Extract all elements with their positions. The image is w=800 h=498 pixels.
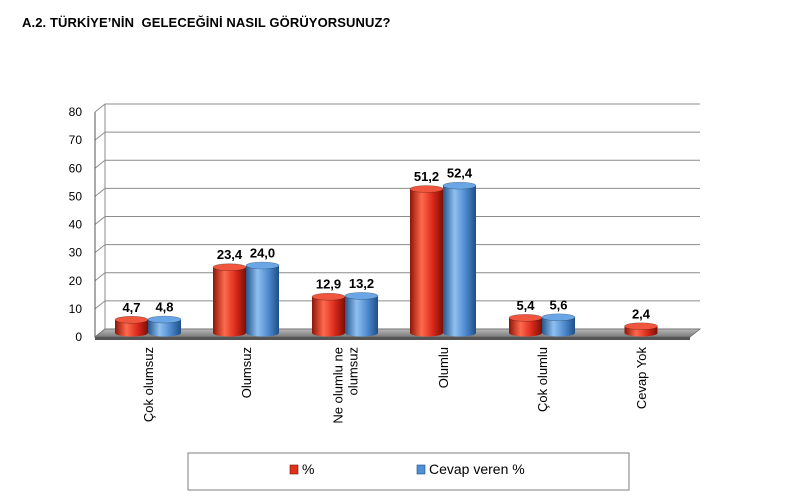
gridline-side	[94, 131, 106, 141]
bars-layer	[114, 181, 658, 337]
data-label-cevap: 52,4	[447, 166, 473, 181]
y-tick-label: 60	[69, 161, 83, 175]
bar-pct-top	[624, 322, 658, 331]
bar-pct	[508, 314, 543, 337]
bar-pct	[409, 185, 444, 337]
bar-cevap-base	[542, 329, 575, 337]
bar-pct-base	[312, 329, 345, 337]
bar-cevap-base	[443, 329, 476, 337]
category-label: Ne olumlu ne	[331, 347, 346, 424]
bar-pct	[114, 315, 149, 337]
floor-edge	[95, 337, 690, 340]
legend-label-cevap: Cevap veren %	[429, 461, 525, 477]
bar-pct-top	[409, 185, 444, 193]
category-label: Çok olumlu	[535, 347, 550, 412]
category-label: Çok olumsuz	[141, 347, 156, 422]
bar-pct	[212, 263, 247, 337]
data-label-cevap: 13,2	[349, 276, 374, 291]
bar-pct-body	[509, 317, 542, 333]
bar-pct-base	[213, 329, 246, 337]
bar-cevap-body	[345, 295, 378, 333]
bar-cevap-top	[442, 181, 477, 190]
bar-pct-base	[115, 329, 148, 337]
data-label-pct: 5,4	[516, 298, 535, 313]
category-label: Olumlu	[436, 347, 451, 388]
bar-cevap-top	[344, 292, 379, 300]
gridline-side	[94, 159, 106, 169]
y-tick-label: 40	[69, 218, 83, 232]
data-label-cevap: 5,6	[549, 297, 567, 312]
floor	[93, 328, 702, 338]
bar-cevap-base	[345, 329, 378, 337]
bar-cevap-base	[246, 329, 279, 337]
bar-cevap-top	[541, 313, 576, 322]
y-tick-label: 10	[69, 302, 83, 316]
bar-cevap-top	[147, 315, 182, 324]
category-label: olumsuz	[346, 347, 361, 395]
bar-pct-body	[410, 189, 443, 333]
gridline-side	[94, 244, 106, 254]
gridline-side	[94, 300, 106, 310]
legend-label-pct: %	[302, 461, 314, 477]
bar-cevap	[344, 292, 379, 337]
bar-pct	[624, 322, 658, 337]
data-label-cevap: 24,0	[250, 246, 275, 261]
bar-cevap-top	[245, 261, 280, 270]
bar-cevap-body	[542, 317, 575, 333]
bar-pct	[311, 292, 346, 337]
bar-pct-top	[212, 263, 247, 271]
bar-pct-top	[508, 314, 543, 322]
bar-pct-body	[312, 296, 345, 333]
y-tick-label: 80	[69, 105, 83, 119]
data-label-pct: 23,4	[217, 247, 243, 262]
category-label: Olumsuz	[239, 347, 254, 398]
data-label-pct: 4,7	[122, 300, 140, 315]
y-tick-label: 70	[69, 133, 83, 147]
bar-pct-body	[115, 319, 148, 333]
data-label-pct: 2,4	[632, 306, 651, 321]
bar-pct-base	[624, 329, 658, 337]
bar-cevap-base	[148, 329, 181, 337]
bar-pct-body	[213, 267, 246, 333]
legend-swatch-pct	[289, 464, 299, 475]
legend-swatch-cevap	[416, 464, 426, 475]
data-label-pct: 12,9	[316, 277, 341, 292]
category-label: Cevap Yok	[634, 347, 649, 410]
bar-cevap	[442, 181, 477, 337]
y-tick-label: 50	[69, 189, 83, 203]
y-tick-label: 0	[75, 330, 82, 344]
bar-cevap	[245, 261, 280, 337]
y-tick-label: 20	[69, 274, 83, 288]
gridline-side	[94, 216, 106, 225]
bar-cevap	[541, 313, 576, 337]
bar-cevap-body	[443, 185, 476, 333]
chart-title: A.2. TÜRKİYE’NİN GELECEĞİNİ NASIL GÖRÜYO…	[22, 15, 391, 30]
bar-cevap-body	[246, 265, 279, 333]
data-label-cevap: 4,8	[155, 300, 173, 315]
legend: % Cevap veren %	[187, 452, 630, 491]
y-tick-label: 30	[69, 246, 83, 260]
gridline-side	[94, 103, 106, 113]
legend-box	[187, 452, 630, 491]
bar-pct-base	[410, 329, 443, 337]
bar-pct-top	[311, 292, 346, 301]
gridline-side	[94, 272, 106, 282]
bar-cevap-body	[148, 319, 181, 333]
bar-pct-base	[509, 329, 542, 337]
bar-cevap	[147, 315, 182, 337]
labels-layer: 4,7 4,8 Çok olumsuz 23,4 24,0 Olumsuz 12,9 13,2…	[122, 166, 650, 424]
gridline-side	[94, 187, 106, 197]
data-label-pct: 51,2	[414, 169, 439, 184]
bar-pct-top	[114, 315, 149, 324]
